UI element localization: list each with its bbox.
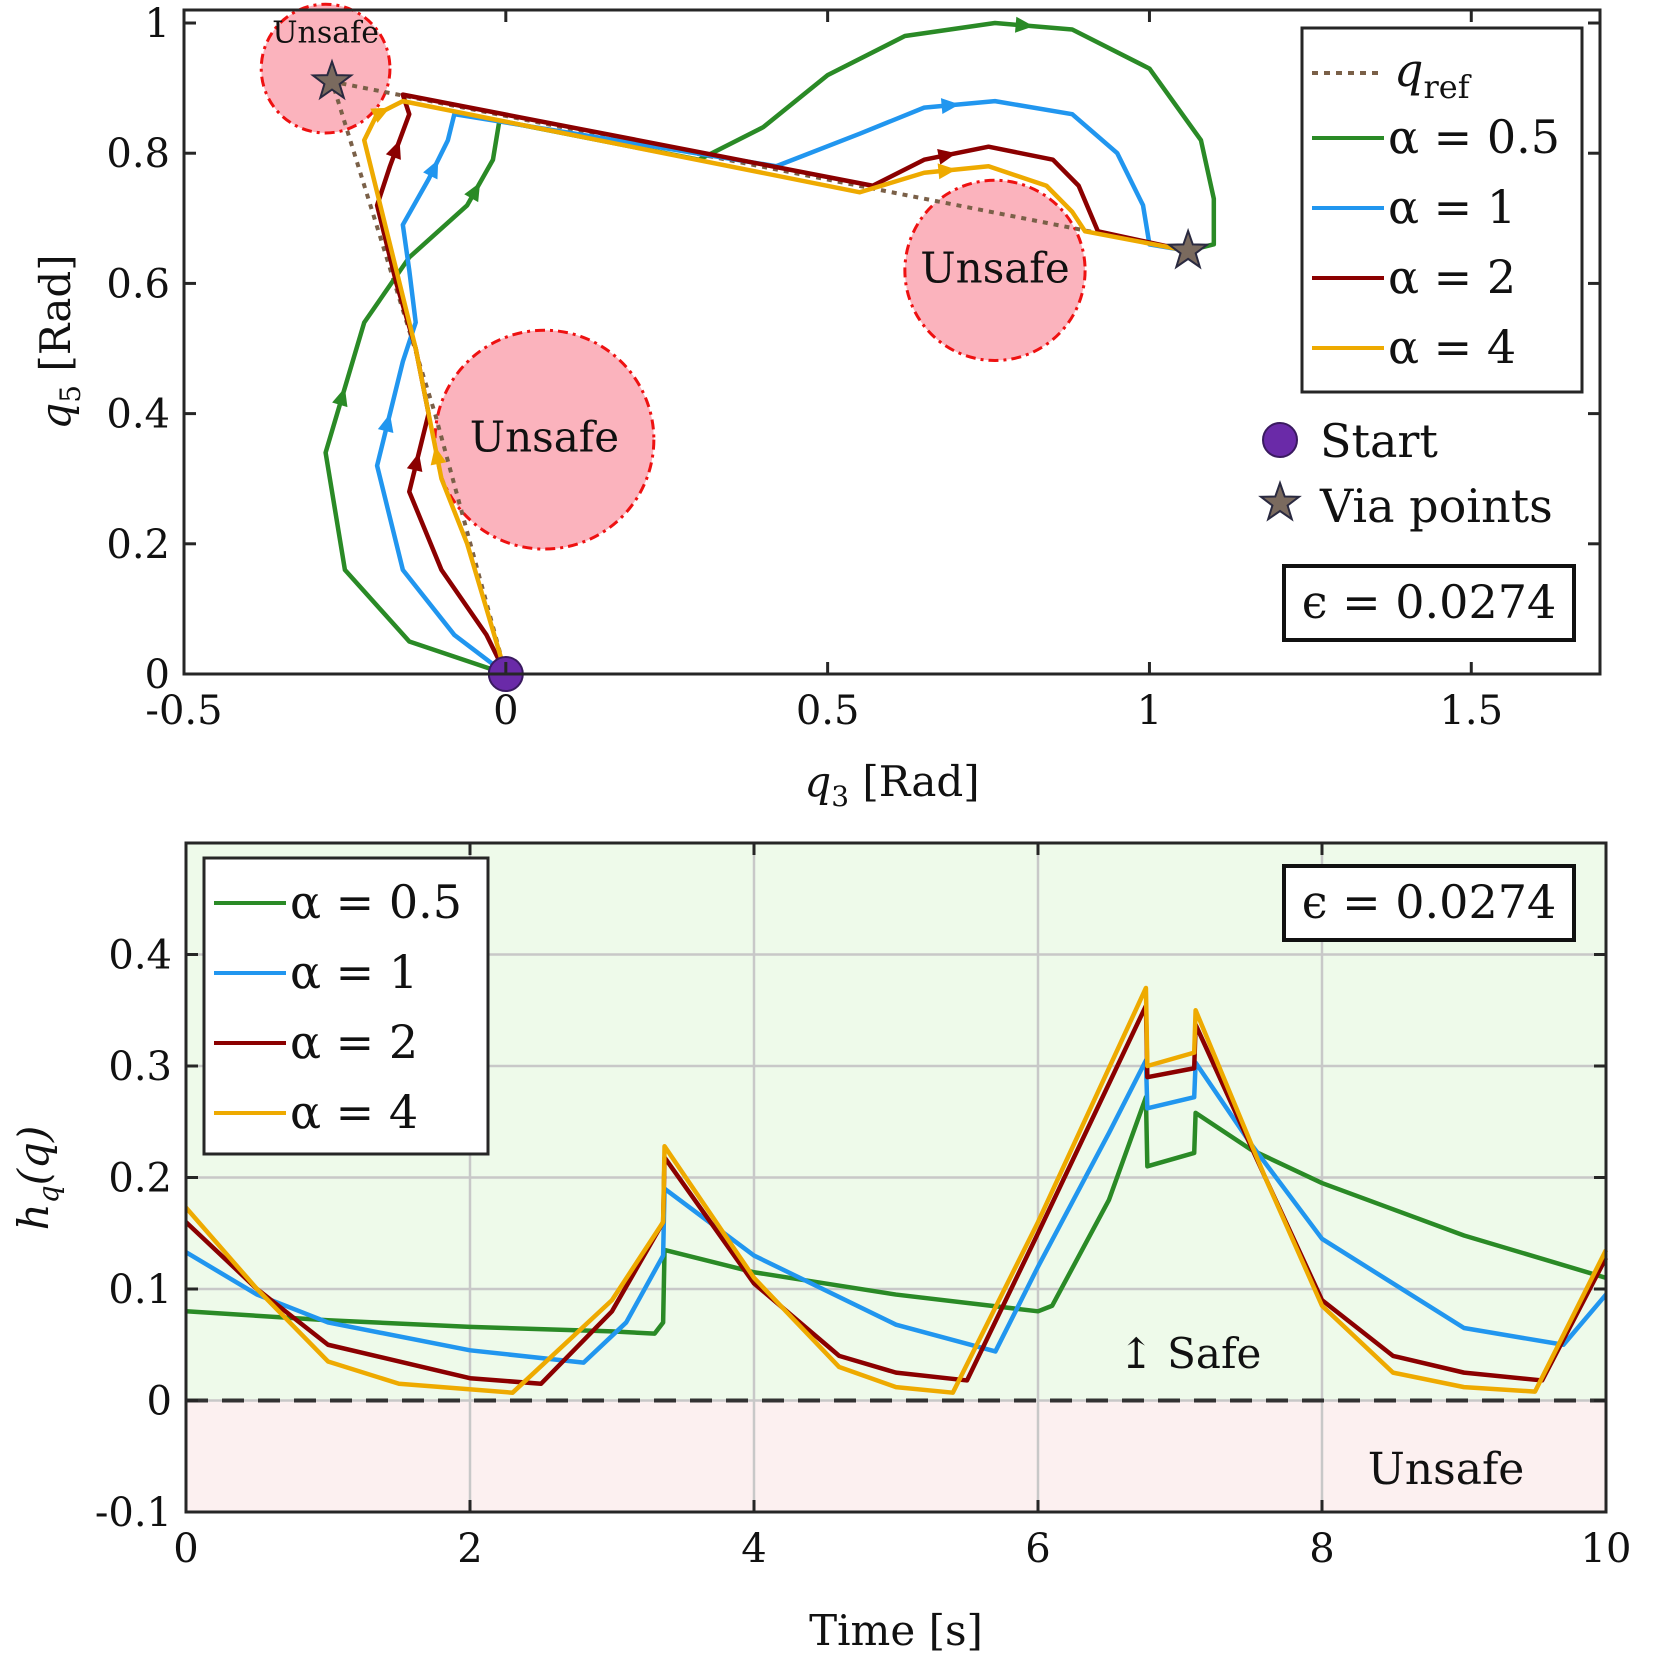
unsafe-region-label-1: Unsafe [470,413,619,462]
top-legend: qref α = 0.5 α = 1 α = 2 α = 4 Start Via… [1258,26,1584,533]
trajectory-0-arrow-1 [464,182,481,203]
bottom-epsilon-label: ϵ = 0.0274 [1302,875,1557,929]
bottom-legend-label-1: α = 1 [290,945,418,999]
top-legend-label-2: α = 2 [1388,250,1516,304]
unsafe-region-1 [433,328,656,551]
top-y-tick-label-0: 0 [145,652,170,698]
top-y-tick-label-1: 0.2 [106,522,170,568]
top-epsilon-frame [1282,564,1576,642]
top-x-tick-label-2: 0.5 [796,688,860,734]
top-x-tick-label-4: 1.5 [1439,688,1503,734]
unsafe-region-label-2: Unsafe [920,243,1069,292]
trajectory-2-arrow-2 [937,148,957,165]
bottom-epsilon-box: ϵ = 0.0274 [1282,864,1576,942]
top-epsilon-box: ϵ = 0.0274 [1282,564,1576,642]
top-legend-label-1: α = 1 [1388,180,1516,234]
top-ticks: -0.5 0 0.5 1 1.500.20.40.60.81 [106,1,1600,734]
safe-region-label: ↥ Safe [1119,1329,1262,1378]
trajectory-1-arrow-0 [377,413,394,434]
bottom-legend-label-0: α = 0.5 [290,875,462,929]
top-x-tick-label-1: 0 [493,688,518,734]
trajectory-3-arrow-0 [430,446,447,466]
bottom-series-layer [184,985,1609,1395]
trajectory-3-arrow-1 [370,107,390,123]
unsafe-region-label-0: Unsafe [272,16,379,51]
top-y-tick-label-3: 0.6 [106,261,170,307]
bottom-y-tick-label-4: 0.3 [108,1044,172,1090]
reference-trajectory [329,78,1189,675]
legend-ref-label: qref [1394,43,1472,106]
top-series-layer [323,16,1217,677]
trajectory-1 [374,98,1189,676]
bottom-legend-label-2: α = 2 [290,1015,418,1069]
top-y-tick-label-2: 0.4 [106,392,170,438]
barrier-series-2 [184,1003,1608,1387]
bottom-legend-label-3: α = 4 [290,1085,418,1139]
bottom-legend: α = 0.5 α = 1 α = 2 α = 4 [202,856,490,1156]
bottom-y-tick-label-1: 0 [147,1379,172,1425]
bottom-x-tick-label-0: 0 [173,1526,198,1572]
trajectory-2-arrow-1 [385,140,401,160]
unsafe-region-background [186,1400,1606,1512]
bottom-epsilon-frame [1282,864,1576,942]
barrier-series-1 [184,1058,1608,1365]
trajectory-0-arrow-0 [332,387,348,408]
bottom-legend-box [202,856,490,1156]
legend-start-label: Start [1320,414,1438,468]
bottom-y-tick-label-0: -0.1 [95,1490,172,1536]
top-epsilon-label: ϵ = 0.0274 [1302,575,1557,629]
bottom-y-tick-label-2: 0.1 [108,1267,172,1313]
trajectory-3-arrow-2 [937,163,957,180]
bottom-x-tick-label-1: 2 [457,1526,482,1572]
top-x-tick-label-0: -0.5 [145,688,222,734]
top-y-tick-label-4: 0.8 [106,131,170,177]
legend-via-marker [1258,479,1302,522]
top-legend-label-0: α = 0.5 [1388,110,1560,164]
top-legend-label-3: α = 4 [1388,320,1516,374]
bottom-x-axis-label: Time [s] [809,1606,983,1655]
bottom-x-tick-label-4: 8 [1309,1526,1334,1572]
top-y-axis-label: q5 [Rad] [31,254,87,429]
trajectory-2 [374,92,1189,675]
bottom-y-axis-label: hq(q) [9,1126,65,1231]
trajectory-0-arrow-2 [1014,16,1034,33]
top-reference-layer [329,78,1189,675]
bottom-y-tick-label-3: 0.2 [108,1156,172,1202]
bottom-x-tick-label-5: 10 [1581,1526,1632,1572]
unsafe-region-2 [903,178,1087,363]
top-plot-frame [182,8,1602,676]
barrier-plot: 0 2 4 6 8 10-0.100.10.20.30.4 Time [s] hq(q) … [9,841,1632,1655]
trajectory-2-arrow-0 [406,452,423,473]
barrier-series-3 [184,985,1609,1395]
bottom-x-tick-label-3: 6 [1025,1526,1050,1572]
bottom-ticks: 0 2 4 6 8 10-0.100.10.20.30.4 [95,843,1632,1572]
unsafe-region-label: Unsafe [1368,1444,1525,1495]
bottom-y-tick-label-5: 0.4 [108,933,172,979]
unsafe-region-0 [259,2,392,135]
legend-via-label: Via points [1319,479,1553,533]
trajectory-1-arrow-1 [423,159,439,180]
trajectory-1-arrow-2 [940,98,960,115]
top-x-tick-label-3: 1 [1137,688,1162,734]
via-point-0 [310,58,354,101]
top-unsafe-regions: Unsafe Unsafe Unsafe [259,2,1087,551]
top-x-axis-label: q3 [Rad] [804,757,979,813]
legend-start-marker [1262,422,1298,458]
via-point-1 [1166,227,1211,270]
bottom-x-tick-label-2: 4 [741,1526,766,1572]
top-y-tick-label-5: 1 [145,1,170,47]
trajectory-0 [323,20,1217,677]
